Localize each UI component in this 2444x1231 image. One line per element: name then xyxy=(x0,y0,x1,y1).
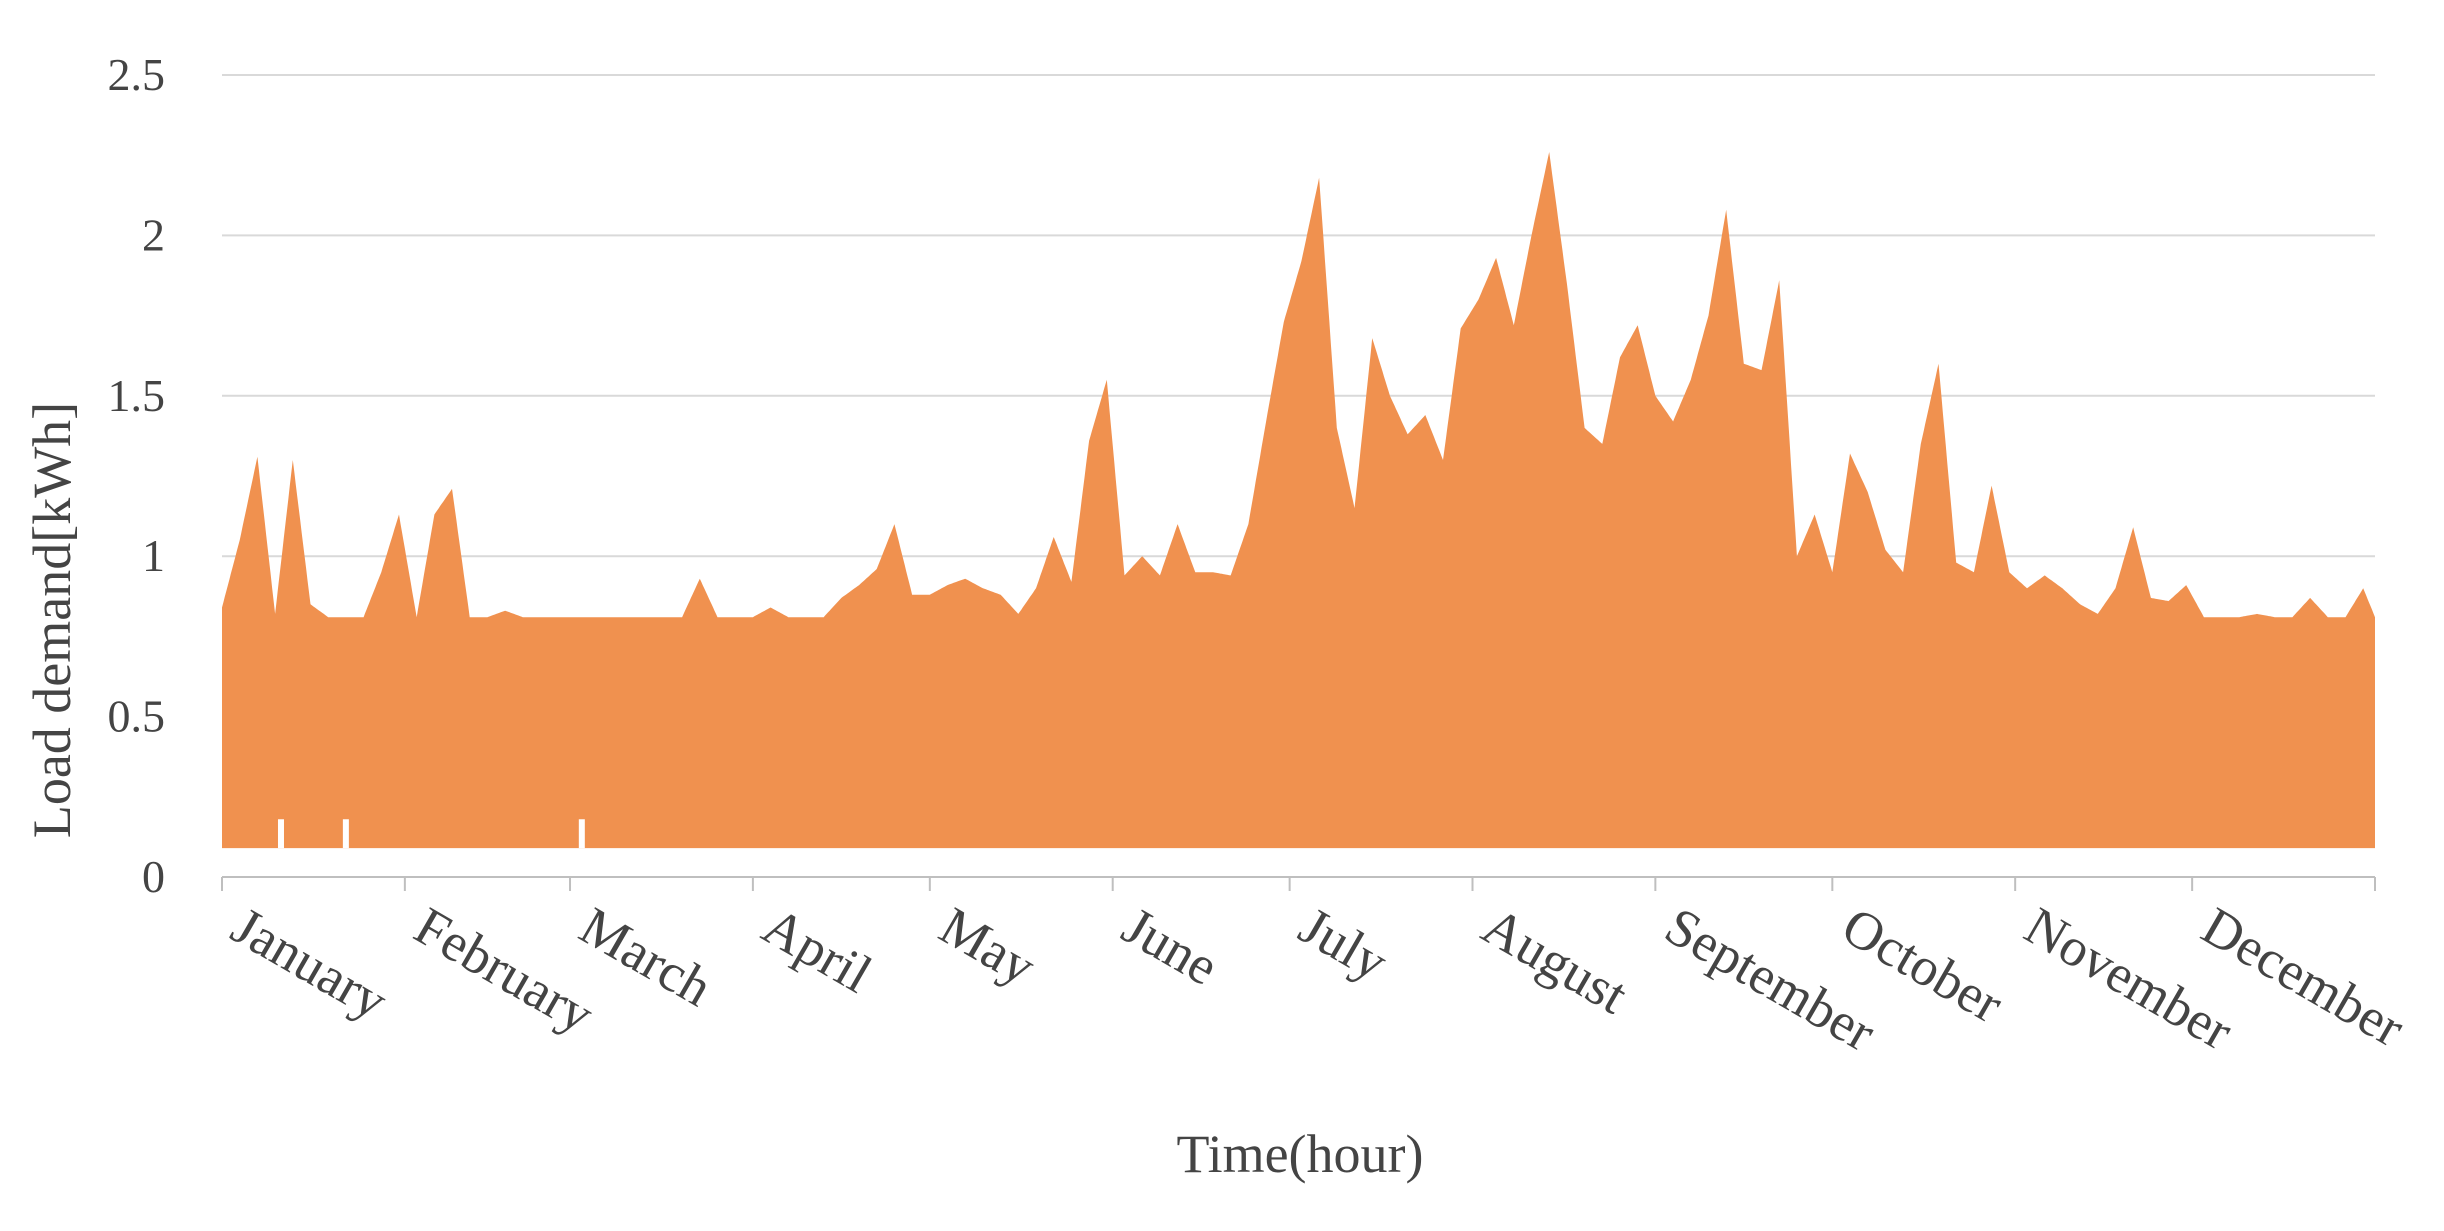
load-demand-area xyxy=(222,152,2375,849)
load-dip xyxy=(342,819,349,849)
y-axis-title: Load demand[kWh] xyxy=(22,402,82,838)
y-tick-label: 1.5 xyxy=(108,370,166,421)
x-tick-label: February xyxy=(405,895,604,1044)
x-tick-label: April xyxy=(753,895,882,1004)
load-dip xyxy=(578,819,585,849)
x-tick-label: August xyxy=(1473,895,1638,1025)
x-axis-title: Time(hour) xyxy=(1176,1124,1423,1184)
y-tick-label: 0.5 xyxy=(108,691,166,742)
x-tick-label: June xyxy=(1113,895,1229,996)
x-tick-label: January xyxy=(222,895,397,1031)
load-demand-series xyxy=(222,152,2375,849)
y-tick-label: 0 xyxy=(142,851,165,902)
x-axis xyxy=(221,876,2376,891)
y-tick-label: 2.5 xyxy=(108,49,166,100)
x-tick-label: July xyxy=(1290,895,1398,992)
y-axis-tick-labels: 0 0.5 1 1.5 2 2.5 xyxy=(108,49,166,902)
y-tick-label: 1 xyxy=(142,530,165,581)
load-dip xyxy=(277,819,284,849)
x-tick-label: May xyxy=(930,895,1046,996)
y-tick-label: 2 xyxy=(142,209,165,260)
